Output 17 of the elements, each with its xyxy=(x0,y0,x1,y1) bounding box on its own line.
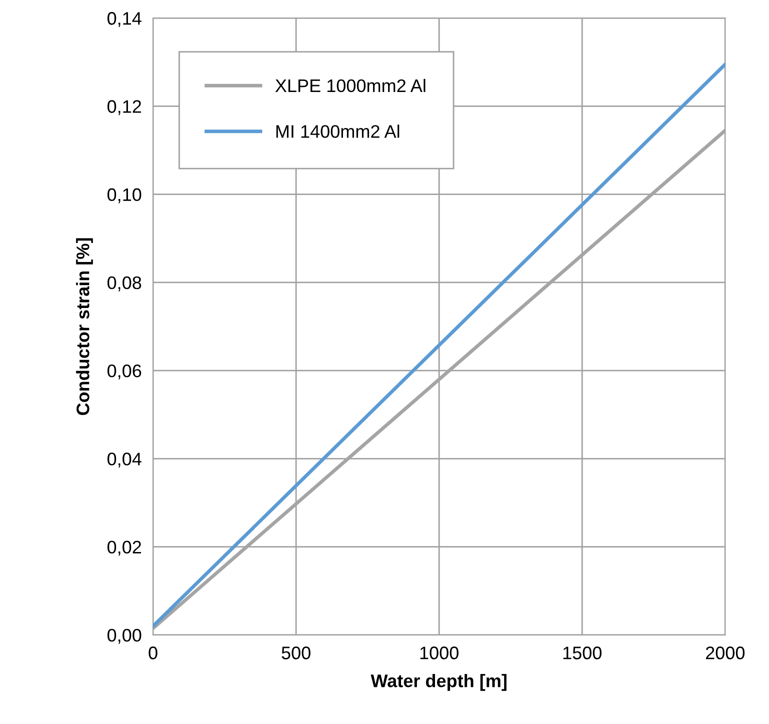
legend-label: XLPE 1000mm2 Al xyxy=(275,78,426,92)
y-tick-label: 0,06 xyxy=(107,364,142,380)
y-tick-label: 0,10 xyxy=(107,188,142,204)
y-tick-label: 0,12 xyxy=(107,100,142,116)
x-tick-label: 0 xyxy=(148,646,158,660)
x-tick-label: 500 xyxy=(282,646,310,660)
y-tick-label: 0,04 xyxy=(107,452,142,468)
x-axis-title: Water depth [m] xyxy=(370,674,506,691)
legend-label: MI 1400mm2 Al xyxy=(276,124,400,138)
x-tick-label: 2000 xyxy=(706,646,745,660)
y-axis-title: Conductor strain [%] xyxy=(76,238,93,416)
y-tick-label: 0,00 xyxy=(107,628,142,644)
y-tick-label: 0,14 xyxy=(107,12,142,27)
y-tick-label: 0,08 xyxy=(107,276,142,292)
x-tick-label: 1500 xyxy=(563,646,602,660)
x-tick-label: 1000 xyxy=(420,646,458,660)
y-tick-label: 0,02 xyxy=(107,540,142,556)
